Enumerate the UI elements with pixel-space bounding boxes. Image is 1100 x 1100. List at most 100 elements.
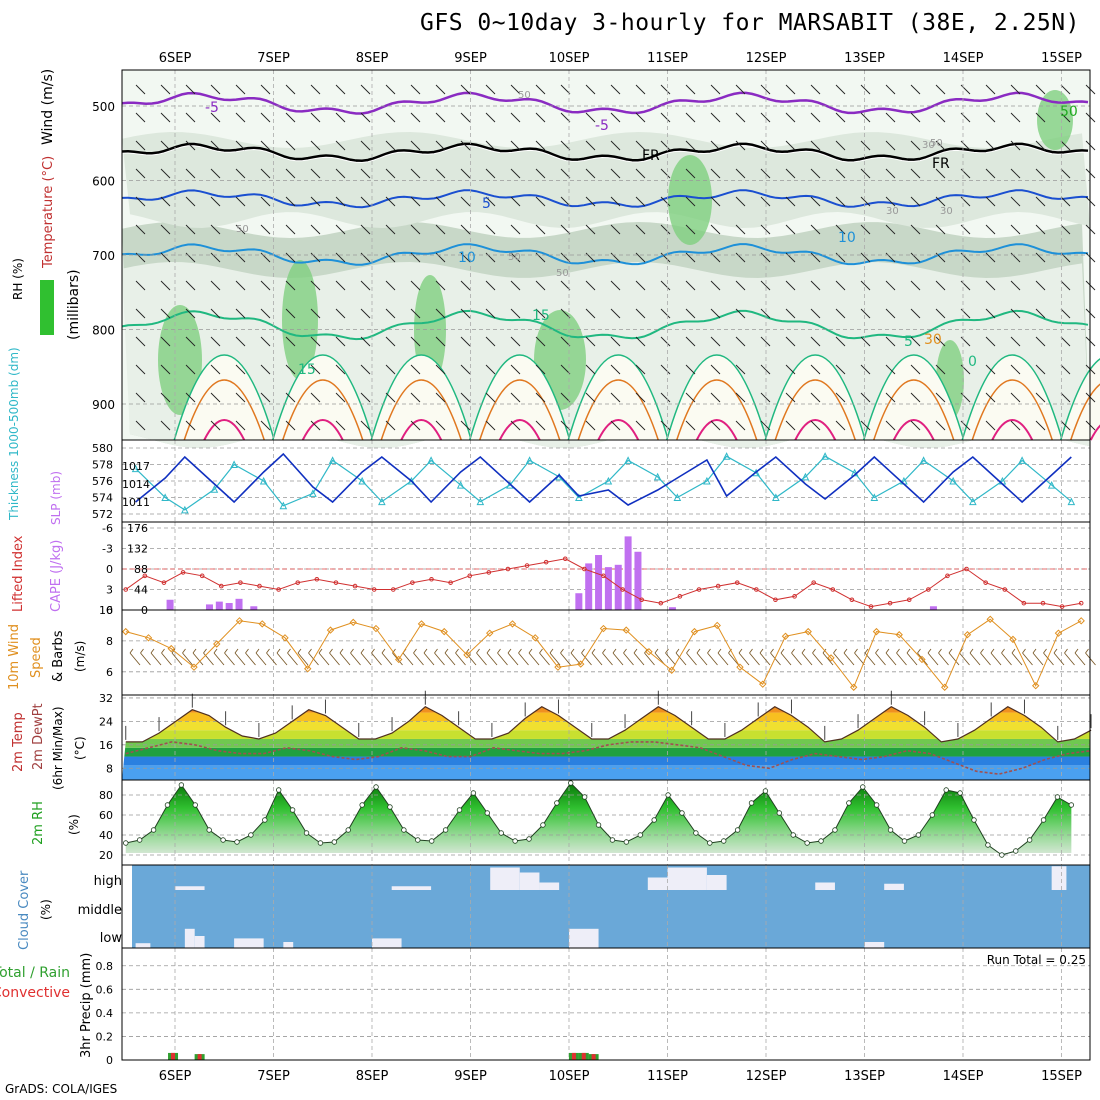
- y-tick-label: 572: [92, 508, 113, 521]
- wind-barb: [1022, 648, 1033, 666]
- wind-barb: [885, 84, 896, 95]
- rh-point: [387, 804, 393, 810]
- wind-barb: [360, 336, 371, 347]
- wind-barb: [635, 84, 646, 95]
- wind-barb: [339, 648, 351, 666]
- wind-barb: [410, 196, 421, 207]
- wind-barb: [385, 224, 396, 235]
- wind-barb: [610, 84, 621, 95]
- contour-label: 15: [298, 362, 316, 378]
- wind-barb: [660, 140, 671, 151]
- wind-barb: [654, 648, 666, 666]
- wind-barb: [135, 420, 146, 431]
- thickness-line: [135, 455, 1072, 511]
- wind-barb: [635, 224, 646, 235]
- rh-point: [345, 827, 351, 833]
- wind-barb: [535, 364, 546, 375]
- y-tick-label-right: 44: [134, 584, 148, 597]
- wind-barb: [260, 112, 271, 123]
- rh-point: [887, 827, 894, 833]
- rh-point: [595, 822, 602, 828]
- wind-barb: [535, 84, 546, 95]
- wind-barb: [885, 252, 896, 263]
- wind-speed-point: [417, 620, 426, 628]
- y-tick-label-right: 132: [127, 543, 148, 556]
- wind-barb: [1043, 648, 1054, 666]
- rh-point: [331, 839, 338, 845]
- lifted-index-point: [582, 566, 587, 572]
- wind-barb: [935, 420, 946, 431]
- wind-barb: [585, 364, 596, 375]
- temp-band: [122, 712, 1090, 722]
- wind-speed-point: [918, 655, 926, 664]
- x-tick-label-bottom: 9SEP: [454, 1069, 487, 1084]
- wind-barb: [1010, 168, 1021, 179]
- x-tick-label-bottom: 8SEP: [356, 1069, 389, 1084]
- wind-barb: [835, 252, 846, 263]
- wind-barb: [1060, 420, 1071, 431]
- cape-bar: [235, 598, 243, 610]
- wind-barb: [1035, 168, 1046, 179]
- x-tick-label-top: 10SEP: [549, 51, 590, 66]
- lifted-index-point: [562, 556, 568, 562]
- rh-point: [846, 800, 852, 806]
- rh-point: [373, 784, 379, 790]
- wind-barb: [1060, 280, 1071, 291]
- wind-barb: [760, 168, 771, 179]
- cape-bar: [929, 606, 937, 610]
- wind-speed-point: [827, 654, 835, 662]
- wind-barb: [685, 224, 696, 235]
- wind-barb: [585, 196, 596, 207]
- wind-barb: [960, 168, 971, 179]
- wind-barb: [885, 140, 896, 151]
- wind-barb: [591, 648, 603, 666]
- wind-barb: [255, 648, 267, 666]
- wind-barb: [535, 420, 546, 431]
- lifted-index-line: [125, 558, 1082, 608]
- rh-point: [721, 838, 727, 844]
- wind-barb: [235, 112, 246, 123]
- rh-point: [526, 836, 532, 842]
- wind-barb: [980, 648, 991, 666]
- wind-barb: [310, 140, 321, 151]
- wind-barb: [760, 252, 771, 263]
- wind-barb: [381, 648, 393, 666]
- isotherm-minus5: [121, 91, 1089, 115]
- wind-barb: [760, 364, 771, 375]
- wind-barb: [1010, 364, 1021, 375]
- wind-barb: [160, 392, 171, 403]
- wind-barb: [535, 336, 546, 347]
- rh-point: [359, 802, 365, 808]
- rh-point: [748, 800, 755, 806]
- rh-blob: [1037, 90, 1073, 150]
- lifted-index-point: [180, 570, 186, 575]
- wind-barb: [910, 84, 921, 95]
- temp-line: [125, 705, 1092, 743]
- wind-barb: [235, 420, 246, 431]
- wind-barb: [485, 224, 496, 235]
- y-tick-label: 24: [99, 715, 113, 728]
- wind-barb: [485, 140, 496, 151]
- thickness-point: [801, 472, 810, 481]
- wind-barb: [1011, 648, 1023, 666]
- wind-barb: [210, 168, 221, 179]
- lifted-index-point: [314, 576, 320, 582]
- slp-line: [135, 452, 1072, 506]
- precip-convective-bar: [171, 1052, 176, 1060]
- wind-barb: [210, 420, 221, 431]
- wind-barb: [510, 112, 521, 123]
- wind-speed-point: [963, 631, 972, 639]
- rh-point: [456, 807, 463, 813]
- wind-barb: [210, 112, 221, 123]
- wind-barb: [310, 196, 321, 207]
- wind-barb: [518, 648, 529, 666]
- wind-barb: [960, 252, 971, 263]
- contour-label: 5: [904, 334, 913, 350]
- wind-barb: [135, 280, 146, 291]
- contour-label: 15: [532, 308, 550, 324]
- cloud-block-high: [647, 877, 668, 890]
- wind-barb: [510, 364, 521, 375]
- wind-barb: [985, 224, 996, 235]
- wind-barb: [738, 648, 750, 666]
- wind-barb: [835, 364, 846, 375]
